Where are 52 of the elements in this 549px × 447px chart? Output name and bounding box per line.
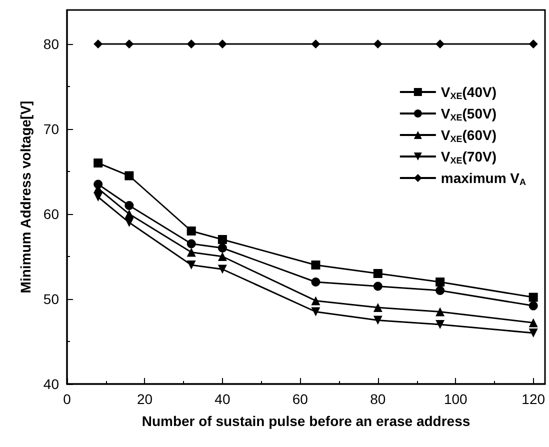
point — [124, 201, 134, 210]
y-tick-label: 70 — [43, 121, 60, 137]
point — [94, 158, 103, 168]
x-tick-label: 40 — [214, 391, 230, 407]
point — [311, 296, 320, 306]
point — [436, 307, 445, 316]
point — [218, 235, 227, 244]
point — [436, 286, 445, 295]
point — [124, 40, 134, 48]
y-tick-label: 50 — [43, 291, 60, 307]
point — [124, 210, 134, 218]
point — [311, 278, 320, 286]
point — [218, 40, 227, 48]
x-tick-label: 120 — [522, 391, 546, 407]
point — [436, 320, 445, 329]
point — [186, 40, 196, 48]
point — [218, 264, 227, 274]
x-tick-label: 20 — [136, 391, 153, 407]
x-tick-label: 0 — [63, 391, 72, 407]
point — [186, 260, 196, 270]
y-tick-label: 60 — [43, 206, 60, 222]
y-axis-title: Minimum Address voltage[V] — [18, 100, 34, 294]
x-axis-title: Number of sustain pulse before an erase address — [142, 413, 470, 429]
point — [186, 226, 196, 236]
y-tick-label: 40 — [43, 376, 60, 392]
point — [373, 282, 382, 291]
point — [124, 218, 134, 227]
point — [436, 40, 445, 48]
point — [373, 303, 382, 312]
point — [373, 40, 382, 48]
x-tick-label: 100 — [444, 391, 468, 407]
point — [311, 40, 320, 48]
point — [528, 292, 538, 302]
point — [311, 260, 320, 270]
x-tick-label: 60 — [292, 391, 308, 407]
point — [218, 244, 227, 252]
point — [436, 278, 445, 286]
point — [311, 307, 320, 316]
point — [528, 318, 538, 328]
point — [186, 248, 196, 257]
point — [94, 192, 103, 202]
x-tick-label: 80 — [370, 391, 386, 407]
point — [528, 301, 538, 310]
y-tick-label: 80 — [43, 36, 60, 52]
point — [373, 269, 382, 278]
point — [124, 171, 134, 180]
point — [528, 40, 538, 48]
point — [94, 40, 103, 48]
point — [373, 316, 382, 325]
point — [186, 239, 196, 248]
point — [218, 252, 227, 261]
point — [528, 328, 538, 338]
